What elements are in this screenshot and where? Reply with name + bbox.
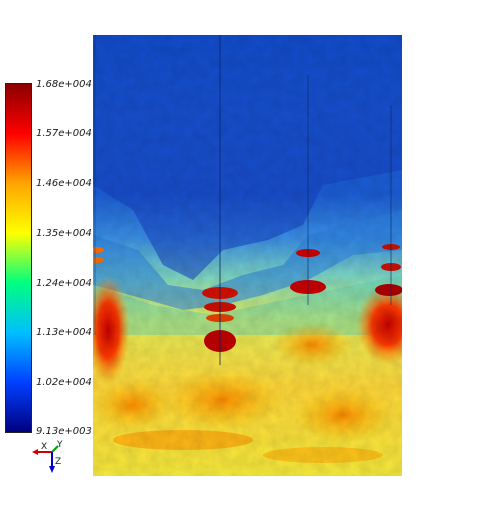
x-axis-arrowhead <box>32 449 38 455</box>
y-axis-arrow <box>51 445 59 453</box>
orientation-axes-triad: X Y Z <box>32 440 63 473</box>
z-axis-label: Z <box>55 457 61 467</box>
y-axis-label: Y <box>56 440 63 450</box>
x-axis-label: X <box>41 442 47 452</box>
colorbar-tick-label: 1.02e+004 <box>36 377 92 388</box>
velocity-field-slice[interactable] <box>93 35 402 476</box>
colorbar-tick-label: 1.68e+004 <box>36 79 92 90</box>
colorbar-tick-label: 1.35e+004 <box>36 228 92 239</box>
colorbar-tick-label: 1.13e+004 <box>36 327 92 338</box>
colorbar-tick-label: 1.46e+004 <box>36 178 92 189</box>
colorbar-tick-label: 1.57e+004 <box>36 128 92 139</box>
colorbar-tick-label: 1.24e+004 <box>36 278 92 289</box>
z-axis-arrowhead <box>49 466 55 473</box>
colorbar-tick-label: 9.13e+003 <box>36 426 92 437</box>
colorbar <box>5 83 32 433</box>
